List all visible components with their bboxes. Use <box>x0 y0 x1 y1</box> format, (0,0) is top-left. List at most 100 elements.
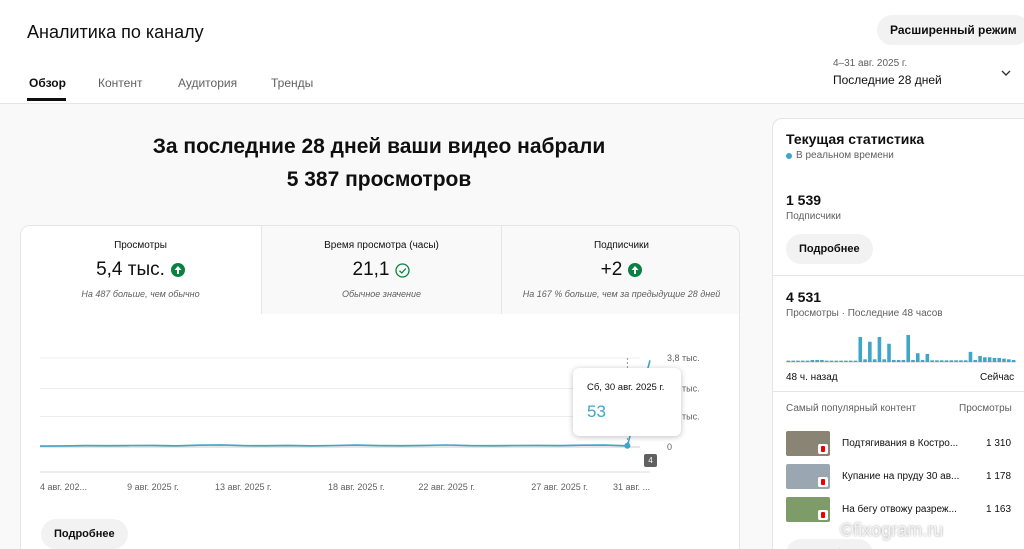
divider <box>773 391 1024 392</box>
bar <box>824 360 829 362</box>
metric-tile[interactable]: Просмотры 5,4 тыс. На 487 больше, чем об… <box>21 226 260 314</box>
advanced-button[interactable]: Расширенный режим <box>877 15 1024 45</box>
y-tick-label: 3,8 тыс. <box>667 353 700 363</box>
tab-indicator <box>27 98 66 101</box>
bar <box>820 359 824 362</box>
metric-tile[interactable]: Подписчики +2 На 167 % больше, чем за пр… <box>501 226 739 314</box>
bar <box>810 359 815 362</box>
metric-note: На 167 % больше, чем за предыдущие 28 дн… <box>522 289 721 299</box>
live-label: В реальном времени <box>796 150 894 161</box>
shorts-icon <box>818 510 828 520</box>
bar <box>920 359 925 362</box>
bar <box>973 359 978 362</box>
shorts-glyph <box>821 446 825 452</box>
bar <box>868 341 872 362</box>
bar <box>877 337 882 362</box>
thumbnail <box>786 464 830 489</box>
metric-note: На 487 больше, чем обычно <box>81 289 200 299</box>
bar <box>983 357 987 362</box>
bar <box>930 360 934 362</box>
page-title: Аналитика по каналу <box>27 22 204 42</box>
bar <box>882 359 887 362</box>
bar <box>925 353 930 362</box>
axis-start: 48 ч. назад <box>786 372 838 383</box>
bar <box>949 360 954 362</box>
views-chart: 0 1,3 тыс. 2,5 тыс. 3,8 тыс. 4 авг. 202... 9 … <box>39 353 700 492</box>
bar <box>997 357 1002 362</box>
header: Аналитика по каналу Расширенный режим Об… <box>0 0 1024 104</box>
bar <box>939 360 944 362</box>
metric-value: 21,1 <box>352 259 390 280</box>
bar <box>987 357 992 362</box>
tab[interactable]: Контент <box>98 76 143 90</box>
bar <box>992 357 997 362</box>
x-tick-label: 18 авг. 2025 г. <box>328 482 385 492</box>
check-icon <box>395 262 411 278</box>
content-views: 1 310 <box>986 438 1012 449</box>
top-content-views-label: Просмотры <box>959 403 1012 414</box>
axis-end: Сейчас <box>980 372 1015 383</box>
more-button[interactable]: Подробнее <box>786 234 873 264</box>
bar <box>944 360 949 362</box>
overview-card: Просмотры 5,4 тыс. На 487 больше, чем об… <box>20 225 740 549</box>
tab[interactable]: Аудитория <box>178 76 238 90</box>
dropdown-icon[interactable] <box>1000 68 1012 78</box>
metric-label: Время просмотра (часы) <box>324 240 439 251</box>
bar <box>1007 359 1011 362</box>
content-title: Подтягивания в Костро... <box>842 438 959 449</box>
views-label: Просмотры · Последние 48 часов <box>786 308 943 319</box>
period[interactable]: Последние 28 дней <box>833 73 942 87</box>
metric-tile[interactable]: Время просмотра (часы) 21,1 Обычное знач… <box>261 226 501 314</box>
shorts-icon <box>818 444 828 454</box>
metric-value: +2 <box>600 259 623 280</box>
bar <box>1011 359 1016 362</box>
bar <box>892 359 896 362</box>
tab[interactable]: Тренды <box>271 76 314 90</box>
content-title: Купание на пруду 30 ав... <box>842 471 960 482</box>
bar <box>901 359 906 362</box>
headline-line: За последние 28 дней ваши видео набрали <box>152 135 606 158</box>
bar <box>963 360 968 362</box>
bar <box>968 351 973 362</box>
bar <box>872 359 877 362</box>
hourly-chart <box>786 335 1016 363</box>
more-button[interactable]: Подробнее <box>41 519 128 549</box>
metric-note: Обычное значение <box>342 289 421 299</box>
bar <box>791 360 795 362</box>
hover-point <box>624 442 631 449</box>
bar <box>978 355 982 362</box>
thumbnail <box>786 497 830 522</box>
shorts-glyph <box>821 512 825 518</box>
bar <box>959 360 963 362</box>
x-tick-label: 4 авг. 202... <box>40 482 87 492</box>
bar <box>954 360 958 362</box>
bar <box>906 335 910 362</box>
top-content-label: Самый популярный контент <box>786 403 917 414</box>
date-range[interactable]: 4–31 авг. 2025 г. <box>833 58 908 69</box>
tab[interactable]: Обзор <box>29 76 66 90</box>
headline-line: 5 387 просмотров <box>286 168 472 191</box>
badge: 4 <box>644 454 657 467</box>
divider <box>773 275 1024 276</box>
shorts-icon <box>818 477 828 487</box>
content-views: 1 163 <box>986 504 1012 515</box>
views: 4 531 <box>786 289 822 305</box>
bar <box>844 360 848 362</box>
bar <box>1002 358 1006 362</box>
tooltip-value: 53 <box>587 402 606 421</box>
thumbnail <box>786 431 830 456</box>
bar <box>834 360 839 362</box>
x-tick-label: 31 авг. ... <box>613 482 650 492</box>
shorts-glyph <box>821 479 825 485</box>
bar <box>863 359 867 362</box>
watermark: ©fixogram.ru <box>840 520 944 540</box>
x-tick-label: 22 авг. 2025 г. <box>418 482 475 492</box>
realtime-title: Текущая статистика <box>786 131 925 147</box>
bar <box>887 343 891 362</box>
content-views: 1 178 <box>986 471 1012 482</box>
bar <box>848 360 853 362</box>
realtime-card: Текущая статистика В реальном времени 1 … <box>772 118 1024 549</box>
views-line <box>39 360 651 447</box>
x-tick-label: 9 авг. 2025 г. <box>127 482 179 492</box>
